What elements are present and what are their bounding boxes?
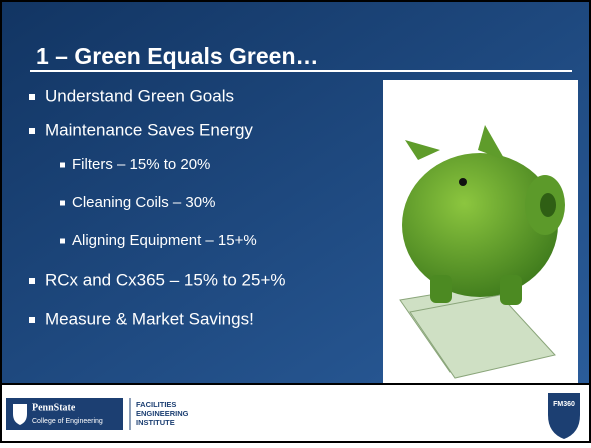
bullet-marker <box>29 278 35 284</box>
bullet-text: Maintenance Saves Energy <box>45 120 253 139</box>
bullet-marker <box>60 239 65 244</box>
title: 1 – Green Equals Green… <box>36 43 319 69</box>
bullet-text: Aligning Equipment – 15+% <box>72 232 257 249</box>
bullet-marker <box>29 94 35 100</box>
badge-text: FM360 <box>553 401 575 408</box>
pig-image <box>383 80 578 383</box>
institute-line: INSTITUTE <box>136 418 175 427</box>
bullet-text: Understand Green Goals <box>45 86 234 105</box>
university: PennState <box>32 402 76 413</box>
bullet-marker <box>29 128 35 134</box>
bullet-text: Measure & Market Savings! <box>45 309 254 328</box>
bullet-marker <box>60 163 65 168</box>
bullet-text: Filters – 15% to 20% <box>72 156 210 173</box>
institute-line: ENGINEERING <box>136 409 189 418</box>
college: College of Engineering <box>32 418 103 425</box>
bullet-marker <box>60 201 65 206</box>
bullet-text: RCx and Cx365 – 15% to 25+% <box>45 270 286 289</box>
slide: 1 – Green Equals Green… Understand Green… <box>0 0 591 443</box>
bullet-marker <box>29 317 35 323</box>
bullet-text: Cleaning Coils – 30% <box>72 194 215 211</box>
institute-line: FACILITIES <box>136 400 176 409</box>
